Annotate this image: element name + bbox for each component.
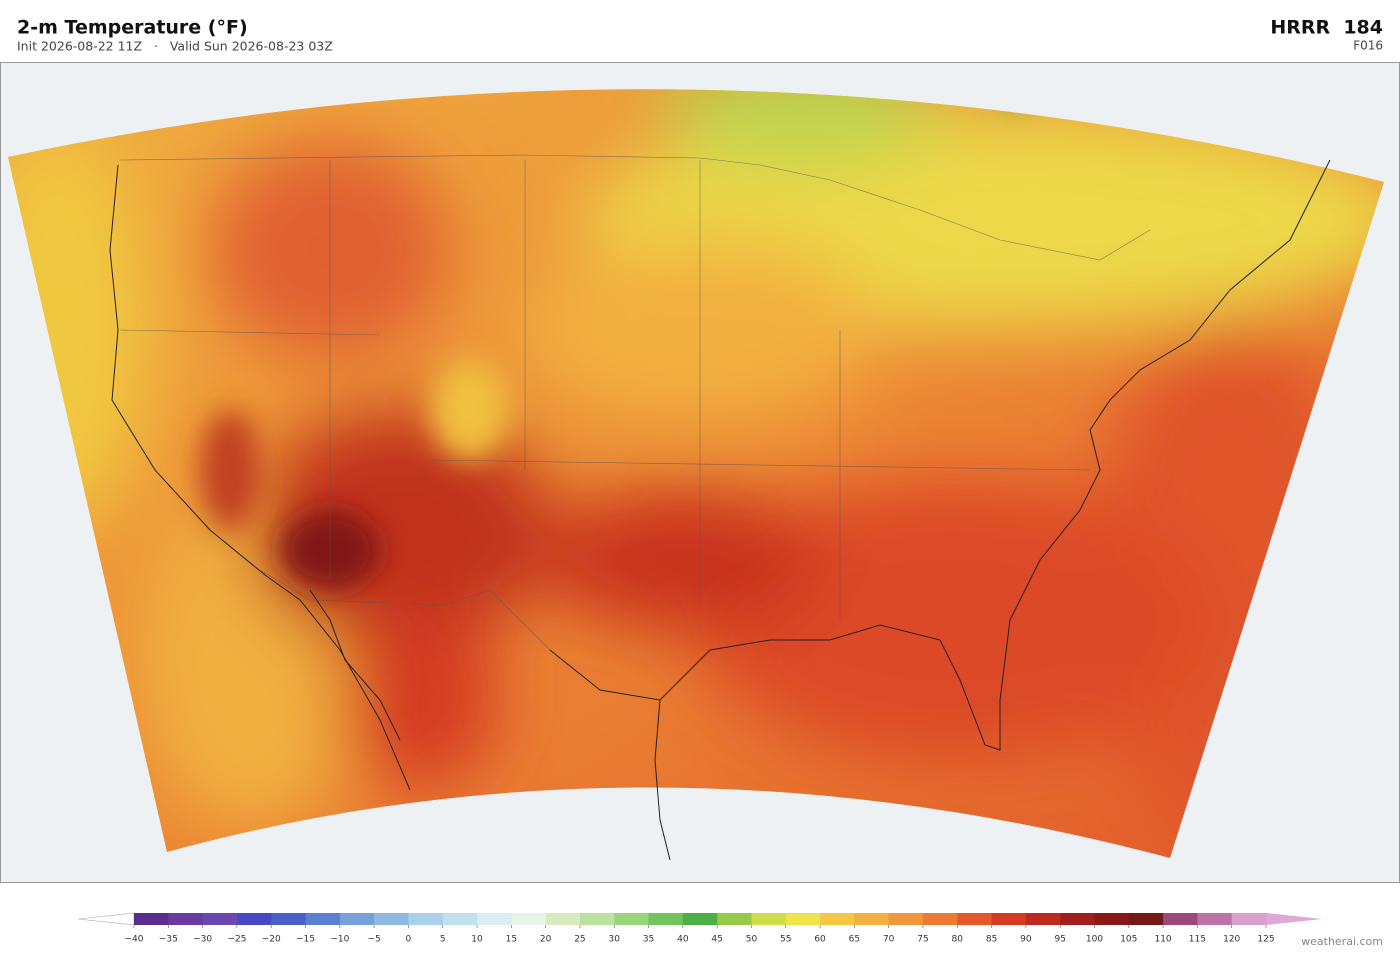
colorbar-tick-label: −5 [367, 935, 380, 945]
coastlines [109, 159, 1331, 861]
colorbar-bin [614, 913, 650, 925]
colorbar-bin [442, 913, 478, 925]
colorbar-tick-label: 90 [1020, 935, 1032, 945]
colorbar-under [77, 912, 135, 926]
map-panel [0, 62, 1400, 883]
credit: weatherai.com [1301, 935, 1383, 948]
colorbar-tick-label: 40 [677, 935, 689, 945]
borders [119, 154, 1151, 651]
colorbar-bin [1025, 913, 1061, 925]
colorbar-bin [991, 913, 1027, 925]
colorbar-tick-label: −25 [227, 935, 246, 945]
colorbar-bin [785, 913, 821, 925]
colorbar-bin [957, 913, 993, 925]
colorbar-over [1266, 913, 1322, 925]
colorbar-bin [408, 913, 444, 925]
colorbar-tick-label: 55 [780, 935, 791, 945]
colorbar-tick-label: −35 [159, 935, 178, 945]
colorbar-tick-label: −20 [262, 935, 281, 945]
colorbar-bin [1128, 913, 1164, 925]
colorbar-bin [1231, 913, 1267, 925]
colorbar-tick-label: 60 [814, 935, 826, 945]
colorbar-bin [545, 913, 581, 925]
colorbar-tick-label: 75 [917, 935, 928, 945]
colorbar-tick-label: 50 [746, 935, 758, 945]
colorbar-tick-label: 115 [1189, 935, 1206, 945]
colorbar-tick-label: 125 [1257, 935, 1274, 945]
colorbar-tick-label: 80 [952, 935, 964, 945]
map-title: 2-m Temperature (°F) [17, 17, 248, 39]
colorbar-bin [1060, 913, 1095, 925]
colorbar-tick-label: 105 [1120, 935, 1137, 945]
colorbar-tick-label: 45 [711, 935, 722, 945]
colorbar-bin [1197, 913, 1233, 925]
colorbar-bin [854, 913, 890, 925]
colorbar-tick-label: 65 [849, 935, 860, 945]
colorbar-tick-label: 10 [471, 935, 483, 945]
colorbar-bin [168, 913, 204, 925]
colorbar-tick-label: −15 [296, 935, 315, 945]
colorbar-tick-label: 0 [406, 935, 412, 945]
forecast-hour: F016 [1353, 39, 1383, 53]
colorbar-tick-label: −30 [193, 935, 212, 945]
colorbar-bin [751, 913, 787, 925]
colorbar-tick-label: 25 [574, 935, 585, 945]
colorbar-tick-label: 20 [540, 935, 552, 945]
colorbar-bin [922, 913, 958, 925]
colorbar: −40 −35 −30 −25 −20 −15 −10 −5 0 5 10 15 20 25 30 35 40 4… [77, 912, 1322, 945]
colorbar-tick-label: 100 [1086, 935, 1103, 945]
colorbar-tick-label: −10 [330, 935, 349, 945]
colorbar-bin [579, 913, 615, 925]
colorbar-tick-label: 70 [883, 935, 895, 945]
colorbar-tick-label: 5 [440, 935, 446, 945]
colorbar-tick-label: 35 [643, 935, 654, 945]
colorbar-tick-label: −40 [125, 935, 144, 945]
colorbar-bin [339, 913, 375, 925]
colorbar-tick-label: 15 [506, 935, 517, 945]
colorbar-bin [236, 913, 272, 925]
colorbar-bin [134, 913, 169, 925]
colorbar-tick-label: 85 [986, 935, 997, 945]
colorbar-bin [1163, 913, 1198, 925]
colorbar-bin [202, 913, 238, 925]
colorbar-tick-label: 110 [1154, 935, 1171, 945]
colorbar-bin [682, 913, 718, 925]
colorbar-tick-label: 120 [1223, 935, 1240, 945]
colorbar-bin [374, 913, 409, 925]
colorbar-tick-label: 95 [1054, 935, 1065, 945]
colorbar-bin [1094, 913, 1130, 925]
colorbar-bin [648, 913, 684, 925]
colorbar-bin [820, 913, 855, 925]
colorbar-bin [305, 913, 341, 925]
colorbar-tick-label: 30 [609, 935, 621, 945]
model-label: HRRR 184 [1270, 17, 1383, 39]
colorbar-bin [271, 913, 307, 925]
colorbar-bin [717, 913, 752, 925]
colorbar-bin [888, 913, 924, 925]
colorbar-bin [477, 913, 512, 925]
map-subtitle: Init 2026-08-22 11Z · Valid Sun 2026-08-… [17, 39, 333, 54]
colorbar-bin [511, 913, 547, 925]
